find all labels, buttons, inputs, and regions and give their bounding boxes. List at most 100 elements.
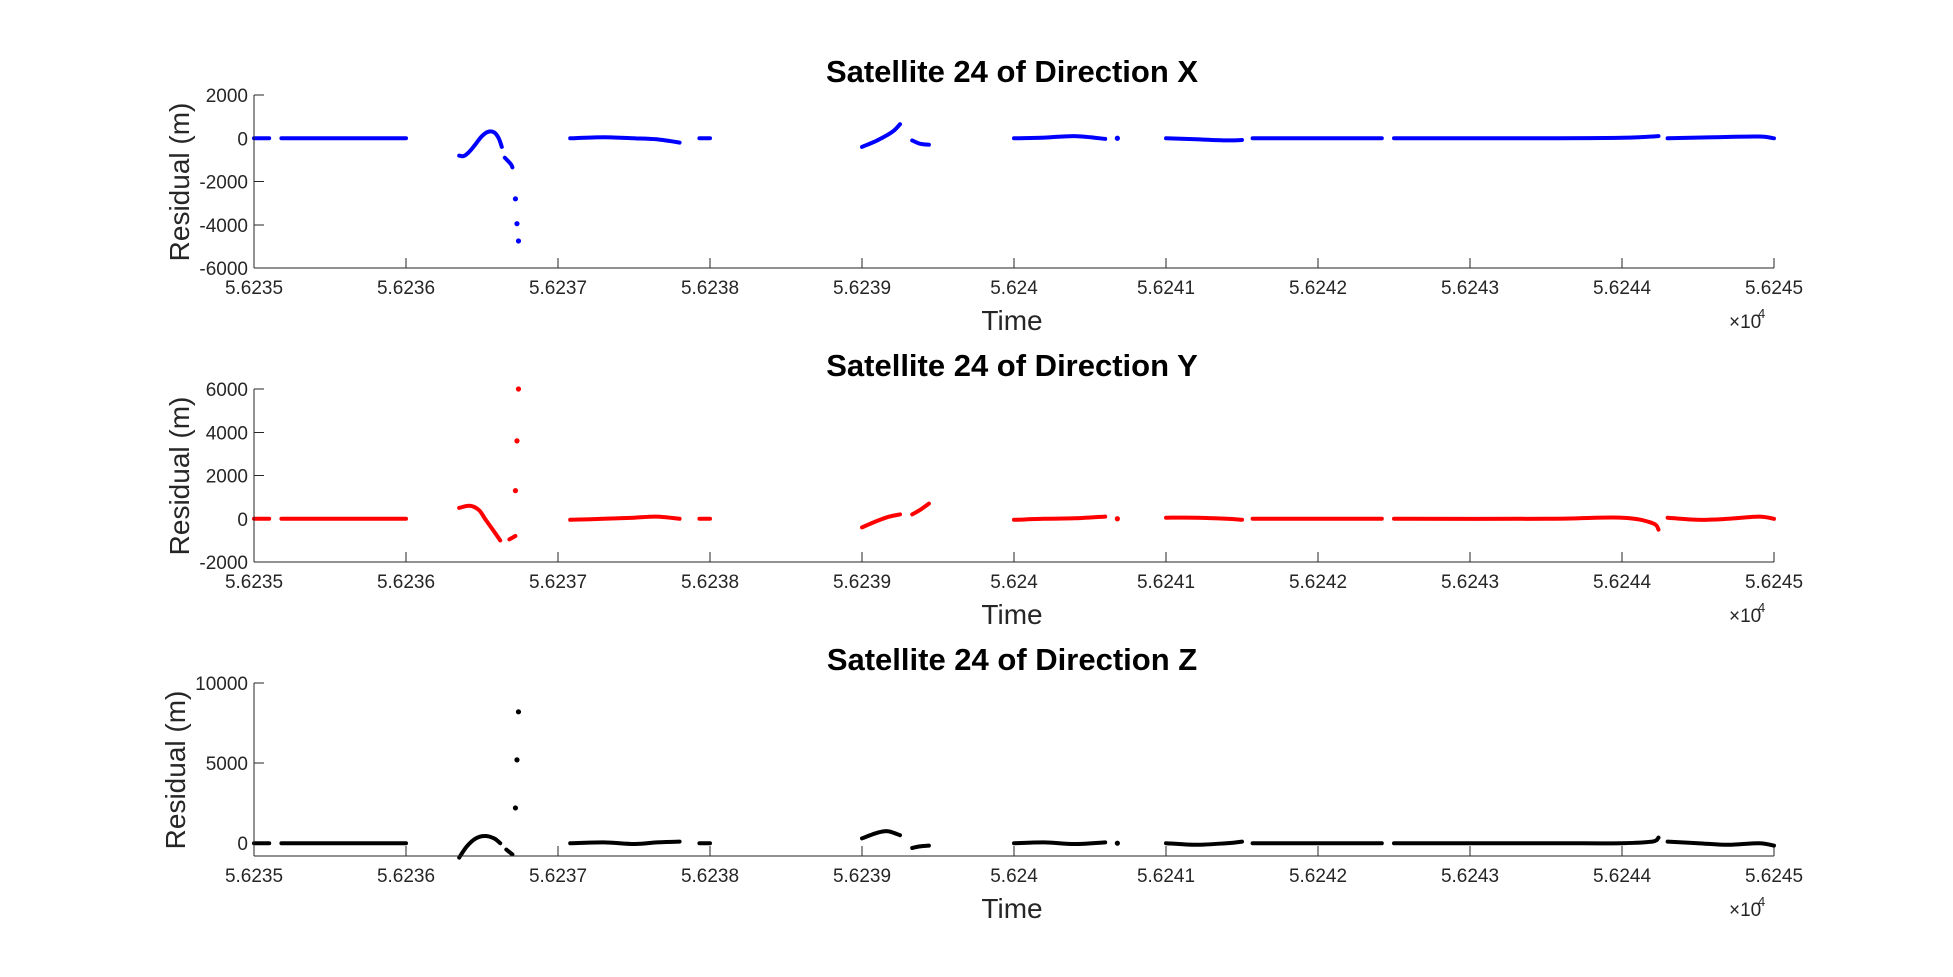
data-trace xyxy=(1164,136,1244,143)
subplot-title: Satellite 24 of Direction X xyxy=(826,54,1198,89)
x-axis-exponent-power: 4 xyxy=(1758,894,1765,909)
x-axis-exponent-base: ×10 xyxy=(1729,606,1761,627)
data-point xyxy=(514,221,520,227)
y-tick-label: 10000 xyxy=(195,674,248,695)
data-trace xyxy=(502,155,515,170)
x-tick-label: 5.624 xyxy=(990,866,1038,887)
y-axis-label: Residual (m) xyxy=(164,103,195,262)
x-tick-label: 5.6242 xyxy=(1289,572,1347,593)
data-point xyxy=(515,238,522,244)
data-point xyxy=(512,196,519,202)
data-point xyxy=(515,709,522,715)
x-axis-exponent: ×10 4 xyxy=(1729,894,1765,921)
data-trace xyxy=(910,501,931,517)
data-trace xyxy=(1164,515,1244,522)
y-axis-label: Residual (m) xyxy=(164,397,195,556)
data-trace xyxy=(568,135,682,145)
x-axis-label: Time xyxy=(981,599,1042,630)
data-point xyxy=(1114,135,1120,141)
y-tick-label: 5000 xyxy=(206,754,248,775)
data-trace xyxy=(1665,514,1776,522)
x-tick-label: 5.6236 xyxy=(377,866,435,887)
x-tick-label: 5.6245 xyxy=(1745,572,1803,593)
data-point xyxy=(514,757,520,763)
x-tick-label: 5.6235 xyxy=(225,572,283,593)
x-tick-label: 5.6242 xyxy=(1289,866,1347,887)
data-layer xyxy=(252,122,1776,244)
y-tick-label: 4000 xyxy=(206,423,248,444)
x-tick-label: 5.6237 xyxy=(529,572,587,593)
data-point xyxy=(512,805,519,811)
x-tick-label: 5.6243 xyxy=(1441,866,1499,887)
data-trace xyxy=(457,503,503,543)
subplot-direction-y: Satellite 24 of Direction Y Residual (m)… xyxy=(164,348,1803,630)
y-tick-label: -2000 xyxy=(199,553,248,574)
y-tick-label: 0 xyxy=(237,129,248,150)
x-tick-label: 5.6237 xyxy=(529,278,587,299)
x-tick-label: 5.6242 xyxy=(1289,278,1347,299)
data-trace xyxy=(1164,839,1244,847)
x-tick-label: 5.6235 xyxy=(225,866,283,887)
x-axis-exponent-power: 4 xyxy=(1758,306,1765,321)
tick-layer: 5.6235 5.6236 5.6237 5.6238 5.6239 5.624 5.624… xyxy=(195,674,1803,887)
y-tick-label: -4000 xyxy=(199,216,248,237)
data-point xyxy=(512,488,519,494)
x-tick-label: 5.6244 xyxy=(1593,278,1652,299)
data-trace xyxy=(568,514,682,522)
x-tick-label: 5.6241 xyxy=(1137,572,1195,593)
x-axis-exponent: ×10 4 xyxy=(1729,306,1765,333)
data-trace xyxy=(860,512,902,530)
data-layer xyxy=(252,386,1776,543)
data-trace xyxy=(1012,134,1108,141)
tick-layer: 5.6235 5.6236 5.6237 5.6238 5.6239 5.624 5.624… xyxy=(199,86,1803,299)
x-axis-exponent-base: ×10 xyxy=(1729,312,1761,333)
x-tick-label: 5.6236 xyxy=(377,278,435,299)
x-tick-label: 5.6245 xyxy=(1745,278,1803,299)
subplot-direction-z: Satellite 24 of Direction Z Residual (m)… xyxy=(160,642,1803,924)
data-trace xyxy=(860,829,902,841)
data-trace xyxy=(910,843,931,850)
x-tick-label: 5.6239 xyxy=(833,278,891,299)
x-tick-label: 5.6237 xyxy=(529,866,587,887)
x-axis-label: Time xyxy=(981,893,1042,924)
x-tick-label: 5.6238 xyxy=(681,572,739,593)
x-tick-label: 5.6235 xyxy=(225,278,283,299)
data-layer xyxy=(252,709,1776,860)
y-tick-label: 6000 xyxy=(206,380,248,401)
x-axis-exponent: ×10 4 xyxy=(1729,600,1765,627)
x-tick-label: 5.6236 xyxy=(377,572,435,593)
x-tick-label: 5.624 xyxy=(990,572,1038,593)
y-tick-label: -2000 xyxy=(199,173,248,194)
data-point xyxy=(1114,840,1120,846)
tick-layer: 5.6235 5.6236 5.6237 5.6238 5.6239 5.624 5.624… xyxy=(199,380,1803,593)
data-trace xyxy=(1392,134,1661,141)
y-tick-label: 0 xyxy=(237,510,248,531)
data-point xyxy=(514,438,520,444)
data-trace xyxy=(507,534,518,542)
data-trace xyxy=(457,129,504,159)
y-tick-label: 0 xyxy=(237,834,248,855)
data-trace xyxy=(1665,839,1776,848)
y-tick-label: -6000 xyxy=(199,259,248,280)
data-point xyxy=(1114,516,1120,522)
y-tick-label: 2000 xyxy=(206,86,248,107)
x-axis-label: Time xyxy=(981,305,1042,336)
data-trace xyxy=(1665,134,1776,141)
data-trace xyxy=(1392,835,1661,846)
x-tick-label: 5.6239 xyxy=(833,866,891,887)
subplot-title: Satellite 24 of Direction Z xyxy=(827,642,1197,677)
x-tick-label: 5.6238 xyxy=(681,866,739,887)
subplot-title: Satellite 24 of Direction Y xyxy=(826,348,1198,383)
data-trace xyxy=(457,834,503,860)
x-tick-label: 5.6245 xyxy=(1745,866,1803,887)
x-axis-exponent-base: ×10 xyxy=(1729,900,1761,921)
x-tick-label: 5.6243 xyxy=(1441,278,1499,299)
x-tick-label: 5.6241 xyxy=(1137,278,1195,299)
data-trace xyxy=(568,839,682,846)
x-tick-label: 5.6241 xyxy=(1137,866,1195,887)
x-axis-exponent-power: 4 xyxy=(1758,600,1765,615)
data-trace xyxy=(1392,515,1661,532)
data-trace xyxy=(1012,514,1108,522)
